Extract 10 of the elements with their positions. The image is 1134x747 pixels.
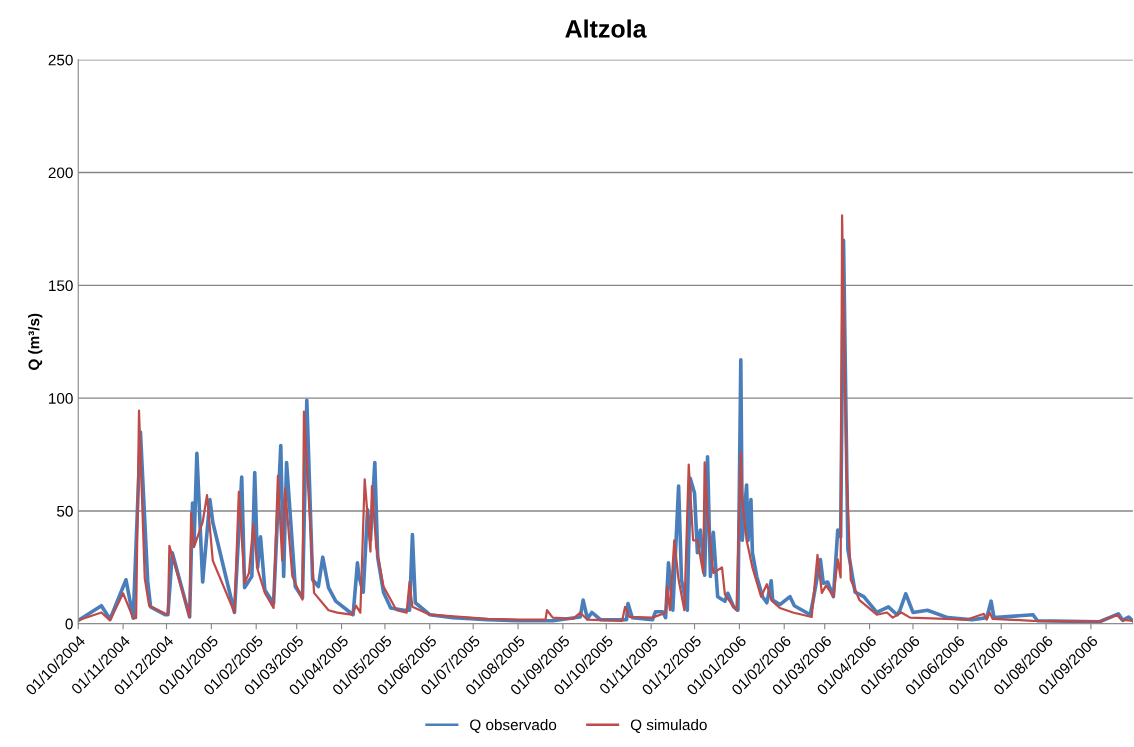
y-tick-label: 100 [49,393,73,404]
y-tick-label: 200 [48,167,73,179]
chart-title: Altzola [565,19,647,38]
y-axis-title: Q (m³/s) [28,313,43,370]
y-tick-label: 50 [57,505,73,517]
y-tick-label: 150 [49,280,73,292]
legend-label: Q simulado [630,719,707,733]
y-tick-label: 250 [48,54,73,66]
y-tick-label: 0 [65,618,73,630]
legend-label: Q observado [470,719,557,733]
